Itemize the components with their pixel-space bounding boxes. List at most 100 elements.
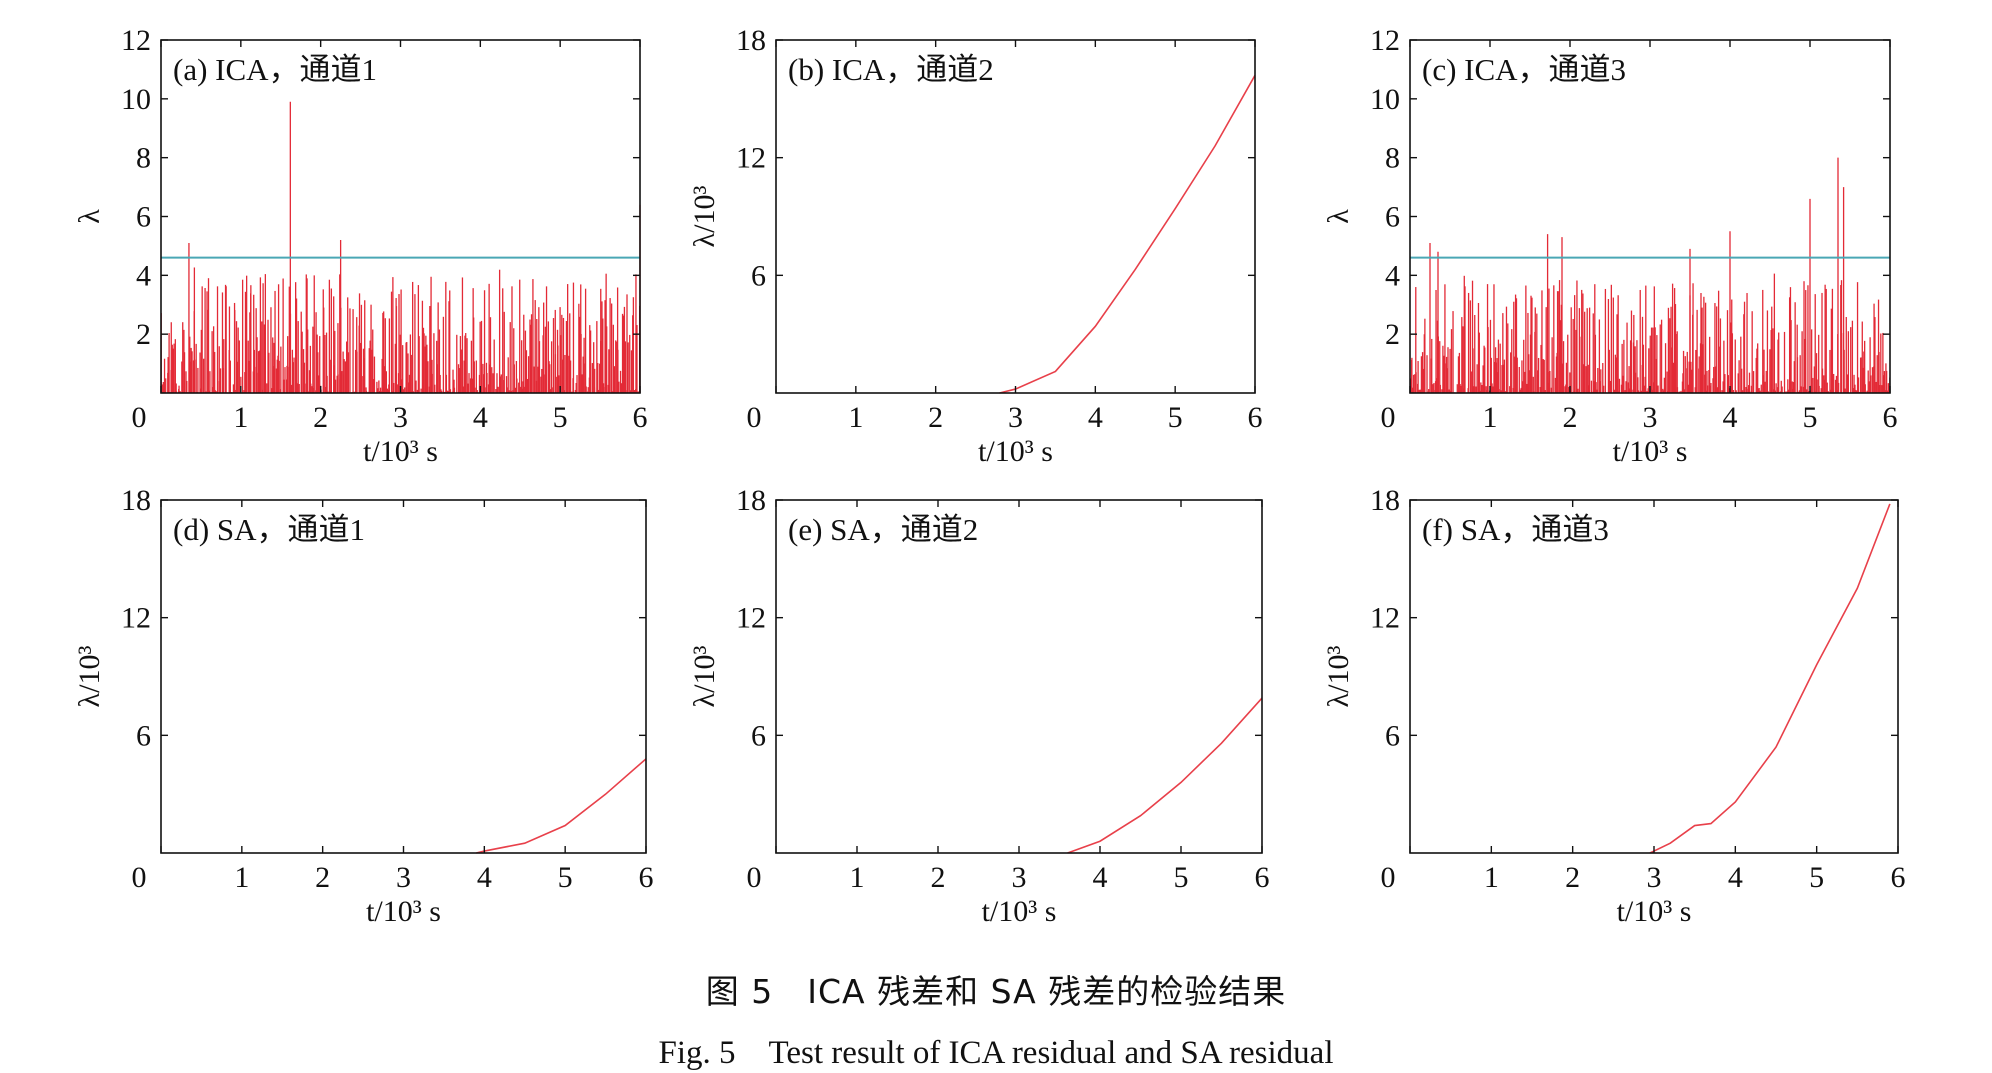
x-tick-label: 5 xyxy=(553,401,568,434)
series-line xyxy=(1067,697,1263,854)
panel-label: (a) ICA，通道1 xyxy=(173,52,377,87)
x-tick-label: 3 xyxy=(1012,861,1027,894)
x-axis-label: t/10³ s xyxy=(982,895,1057,928)
y-tick-label: 2 xyxy=(136,318,151,351)
panel-label: (e) SA，通道2 xyxy=(788,512,978,547)
plot-frame xyxy=(775,499,1263,854)
x-tick-label: 0 xyxy=(132,861,147,894)
x-tick-label: 1 xyxy=(848,401,863,434)
series-line xyxy=(999,74,1256,394)
x-tick-label: 0 xyxy=(132,401,147,434)
x-tick-label: 6 xyxy=(633,401,648,434)
y-tick-label: 2 xyxy=(1385,318,1400,351)
y-tick-label: 4 xyxy=(1385,259,1400,292)
x-tick-label: 2 xyxy=(313,401,328,434)
y-tick-label: 6 xyxy=(136,719,151,752)
x-tick-label: 6 xyxy=(1883,401,1898,434)
x-tick-label: 3 xyxy=(1643,401,1658,434)
panel-label: (d) SA，通道1 xyxy=(173,512,365,547)
y-tick-label: 18 xyxy=(736,24,766,57)
y-tick-label: 18 xyxy=(121,484,151,517)
x-tick-label: 2 xyxy=(1563,401,1578,434)
x-tick-label: 1 xyxy=(1483,401,1498,434)
y-tick-label: 10 xyxy=(1370,83,1400,116)
y-tick-label: 8 xyxy=(1385,142,1400,175)
x-tick-label: 3 xyxy=(396,861,411,894)
y-tick-label: 6 xyxy=(751,259,766,292)
x-axis-label: t/10³ s xyxy=(1613,435,1688,468)
x-axis-label: t/10³ s xyxy=(366,895,441,928)
y-axis-label: λ xyxy=(1322,209,1355,224)
y-tick-label: 18 xyxy=(1370,484,1400,517)
y-tick-label: 12 xyxy=(736,602,766,635)
y-tick-label: 4 xyxy=(136,259,151,292)
x-tick-label: 3 xyxy=(1647,861,1662,894)
x-tick-label: 3 xyxy=(393,401,408,434)
x-tick-label: 4 xyxy=(473,401,488,434)
y-tick-label: 18 xyxy=(736,484,766,517)
y-tick-label: 12 xyxy=(121,602,151,635)
plot-frame xyxy=(775,39,1256,394)
x-tick-label: 5 xyxy=(558,861,573,894)
x-axis-label: t/10³ s xyxy=(1617,895,1692,928)
x-tick-label: 2 xyxy=(315,861,330,894)
x-tick-label: 5 xyxy=(1809,861,1824,894)
x-tick-label: 2 xyxy=(1565,861,1580,894)
panel-label: (f) SA，通道3 xyxy=(1422,512,1609,547)
plot-frame xyxy=(160,499,647,854)
x-tick-label: 0 xyxy=(1381,861,1396,894)
x-tick-label: 1 xyxy=(1484,861,1499,894)
y-axis-label: λ/10³ xyxy=(688,186,721,248)
x-tick-label: 2 xyxy=(931,861,946,894)
x-axis-label: t/10³ s xyxy=(978,435,1053,468)
x-tick-label: 6 xyxy=(1891,861,1906,894)
x-tick-label: 6 xyxy=(1255,861,1270,894)
panel-label: (c) ICA，通道3 xyxy=(1422,52,1626,87)
x-tick-label: 5 xyxy=(1174,861,1189,894)
x-tick-label: 4 xyxy=(477,861,492,894)
y-tick-label: 12 xyxy=(1370,24,1400,57)
y-tick-label: 12 xyxy=(1370,602,1400,635)
x-tick-label: 6 xyxy=(639,861,654,894)
x-tick-label: 3 xyxy=(1008,401,1023,434)
x-tick-label: 0 xyxy=(747,401,762,434)
figure-caption-chinese: 图 5 ICA 残差和 SA 残差的检验结果 xyxy=(705,972,1287,1011)
x-tick-label: 4 xyxy=(1093,861,1108,894)
x-axis-label: t/10³ s xyxy=(363,435,438,468)
x-tick-label: 4 xyxy=(1088,401,1103,434)
x-tick-label: 0 xyxy=(1381,401,1396,434)
x-tick-label: 1 xyxy=(233,401,248,434)
series-line xyxy=(476,758,647,854)
y-tick-label: 8 xyxy=(136,142,151,175)
y-tick-label: 6 xyxy=(136,201,151,234)
y-axis-label: λ/10³ xyxy=(73,646,106,708)
y-tick-label: 6 xyxy=(1385,201,1400,234)
y-tick-label: 6 xyxy=(1385,719,1400,752)
x-tick-label: 1 xyxy=(234,861,249,894)
y-tick-label: 6 xyxy=(751,719,766,752)
y-tick-label: 12 xyxy=(736,142,766,175)
x-tick-label: 0 xyxy=(747,861,762,894)
x-tick-label: 4 xyxy=(1723,401,1738,434)
x-tick-label: 5 xyxy=(1803,401,1818,434)
x-tick-label: 4 xyxy=(1728,861,1743,894)
figure-caption-english: Fig. 5 Test result of ICA residual and S… xyxy=(658,1035,1334,1071)
y-tick-label: 10 xyxy=(121,83,151,116)
series-line xyxy=(1649,503,1891,854)
panel-label: (b) ICA，通道2 xyxy=(788,52,994,87)
y-axis-label: λ/10³ xyxy=(1322,646,1355,708)
x-tick-label: 1 xyxy=(850,861,865,894)
y-axis-label: λ xyxy=(73,209,106,224)
plot-frame xyxy=(1409,499,1899,854)
x-tick-label: 2 xyxy=(928,401,943,434)
x-tick-label: 5 xyxy=(1168,401,1183,434)
y-tick-label: 12 xyxy=(121,24,151,57)
y-axis-label: λ/10³ xyxy=(688,646,721,708)
